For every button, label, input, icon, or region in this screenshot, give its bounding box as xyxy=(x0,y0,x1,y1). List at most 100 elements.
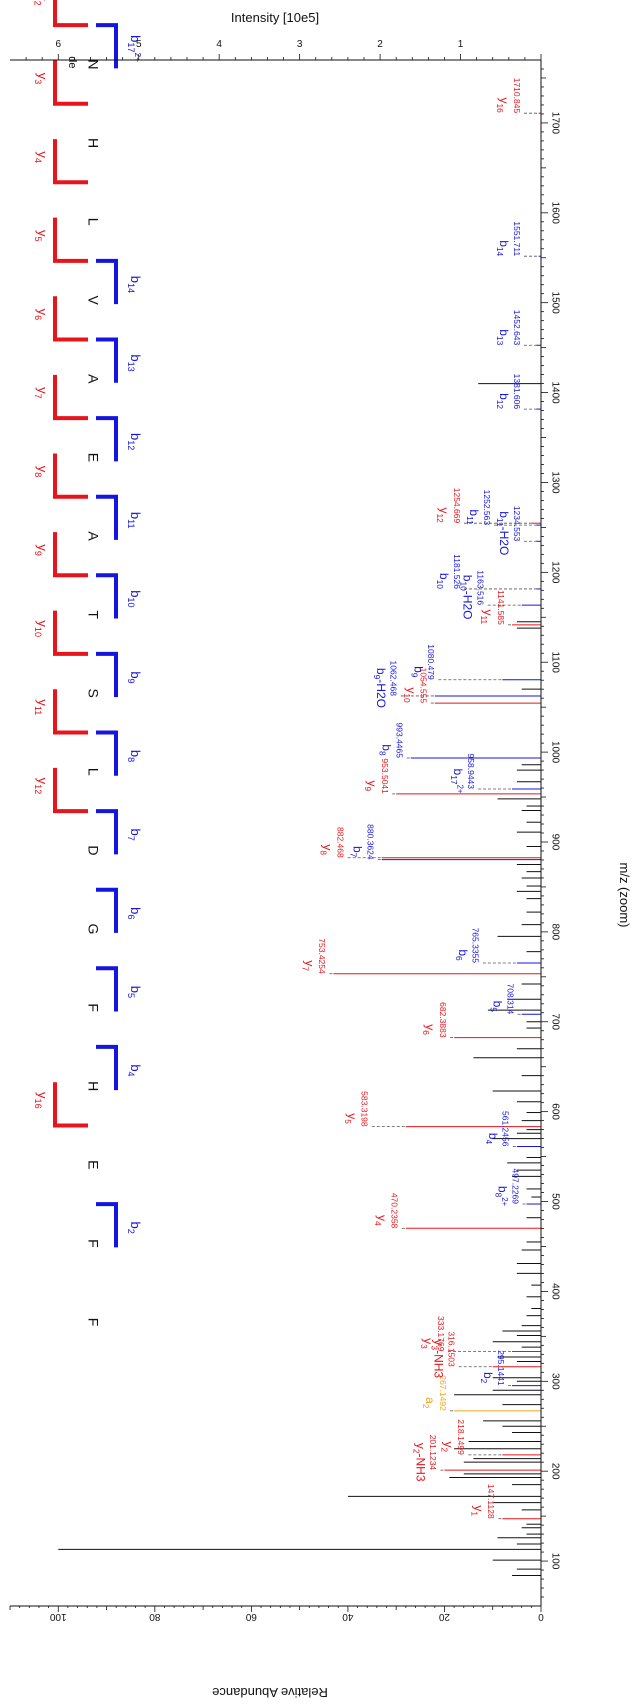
b-ion-bracket xyxy=(96,1202,118,1248)
b-ion-bracket xyxy=(96,416,118,462)
annotation-ion-label: y2 xyxy=(439,1442,455,1453)
annotation-ion-label: b7 xyxy=(349,846,365,858)
annotation-mz-value: 1080.479 xyxy=(426,644,436,680)
y-ion-bracket xyxy=(53,0,88,28)
abundance-tick-label: 80 xyxy=(149,1611,161,1622)
annotation-ion-label: b9 xyxy=(409,666,425,678)
annotation-ion-label: b14 xyxy=(495,240,511,256)
annotation-mz-value: 1062.468 xyxy=(389,661,399,697)
y-ion-bracket xyxy=(53,689,88,735)
b-ion-bracket-label: b5 xyxy=(126,986,143,998)
sequence-residue: F xyxy=(85,1318,101,1327)
annotation-mz-value: 953.5041 xyxy=(380,758,390,794)
y-ion-bracket xyxy=(53,532,88,578)
b-ion-bracket-label: b14 xyxy=(126,276,143,293)
annotation-ion-label: b10-H2O xyxy=(459,575,475,620)
y-ion-bracket xyxy=(53,217,88,263)
b-ion-bracket-label: b2 xyxy=(126,1222,143,1234)
sequence-residue: V xyxy=(85,296,101,306)
annotation-mz-value: 470.2358 xyxy=(390,1193,400,1229)
annotation-ion-label: y16 xyxy=(495,98,511,114)
y-ion-bracket-label: y2 xyxy=(33,0,50,6)
annotation-ion-label: y11 xyxy=(479,609,495,624)
sequence-modification: de xyxy=(66,56,78,68)
b-ion-bracket-label: b7 xyxy=(126,829,143,841)
mz-tick-label: 1100 xyxy=(549,651,560,673)
annotation-mz-value: 882.468 xyxy=(335,827,345,858)
annotation-mz-value: 1163.516 xyxy=(475,570,485,605)
annotation-mz-value: 1381.606 xyxy=(512,374,522,410)
annotation-mz-value: 753.4254 xyxy=(317,938,327,974)
annotation-mz-value: 561.2456 xyxy=(501,1111,511,1147)
annotation-mz-value: 201.1234 xyxy=(428,1435,438,1471)
annotation-mz-value: 267.1492 xyxy=(438,1375,448,1411)
mz-tick-label: 1500 xyxy=(549,292,560,315)
annotation-ion-label: y7 xyxy=(300,960,316,971)
y-ion-bracket xyxy=(53,610,88,656)
intensity-tick-label: 5 xyxy=(136,39,142,50)
annotation-ion-label: b172+ xyxy=(449,769,465,794)
annotation-ion-label: y12 xyxy=(435,508,451,524)
mz-tick-label: 600 xyxy=(549,1103,560,1120)
annotation-mz-value: 993.4465 xyxy=(394,723,404,759)
annotation-ion-label: y9 xyxy=(363,781,379,792)
intensity-tick-label: 2 xyxy=(377,39,383,50)
mz-tick-label: 1200 xyxy=(549,561,560,584)
annotation-ion-label: y3-NH3 xyxy=(430,1339,446,1378)
annotation-mz-value: 1254.669 xyxy=(452,488,462,524)
annotation-mz-value: 147.1128 xyxy=(486,1484,496,1519)
axes: Intensity [10e5] m/z (zoom) Relative Abu… xyxy=(9,10,632,1700)
annotation-mz-value: 682.3883 xyxy=(438,1002,448,1038)
y-ion-bracket-label: y9 xyxy=(33,544,50,556)
mz-tick-label: 200 xyxy=(549,1463,560,1480)
annotation-ion-label: y5 xyxy=(343,1113,359,1124)
sequence-residue: G xyxy=(85,924,101,935)
annotation-ion-label: b11-H2O xyxy=(495,511,511,555)
mz-tick-label: 700 xyxy=(549,1013,560,1030)
intensity-tick-label: 3 xyxy=(297,39,303,50)
y-axis-title: Relative Abundance xyxy=(212,1685,328,1700)
b-ion-bracket xyxy=(96,651,118,698)
y-ion-bracket xyxy=(53,767,88,814)
y-ion-bracket-label: y8 xyxy=(33,466,50,478)
y-ion-bracket-label: y16 xyxy=(33,1092,50,1109)
annotation-ion-label: b8 xyxy=(378,744,394,756)
sequence-residue: H xyxy=(85,138,101,148)
annotation-mz-value: 1710.845 xyxy=(512,78,522,114)
mz-tick-label: 1700 xyxy=(549,112,560,135)
sequence-residue: F xyxy=(85,1239,101,1248)
abundance-tick-label: 0 xyxy=(538,1611,544,1622)
mz-tick-label: 400 xyxy=(549,1283,560,1300)
mz-tick-label: 800 xyxy=(549,924,560,941)
annotation-mz-value: 1252.563 xyxy=(482,490,492,526)
annotation-mz-value: 880.3624 xyxy=(365,824,375,860)
b-ion-bracket-label: b12 xyxy=(126,433,143,450)
b-ion-bracket xyxy=(96,258,118,305)
y-ion-bracket-label: y4 xyxy=(33,151,50,163)
annotation-mz-value: 958.9443 xyxy=(466,754,476,790)
b-ion-bracket xyxy=(96,1044,118,1091)
sequence-residue: S xyxy=(85,689,101,698)
y-ion-bracket-label: y12 xyxy=(33,778,50,795)
top-axis-title: Intensity [10e5] xyxy=(231,10,319,25)
intensity-tick-label: 1 xyxy=(458,39,464,50)
mz-tick-label: 1400 xyxy=(549,381,560,404)
annotation-mz-value: 1551.711 xyxy=(512,221,522,256)
b-ion-bracket-label: b13 xyxy=(126,354,143,371)
mz-tick-label: 300 xyxy=(549,1373,560,1390)
annotation-ion-label: y2-NH3 xyxy=(411,1443,427,1482)
annotation-mz-value: 1234.553 xyxy=(512,506,522,542)
annotation-ion-label: b4 xyxy=(484,1133,500,1145)
b-ion-bracket-label: b10 xyxy=(126,590,143,607)
sequence-residue: N xyxy=(85,59,101,69)
annotation-mz-value: 295.1441 xyxy=(496,1350,506,1386)
y-ion-bracket xyxy=(53,296,88,342)
annotation-ion-label: b11 xyxy=(465,509,481,525)
annotation-ion-label: b82+ xyxy=(494,1186,510,1207)
b-ion-bracket-label: b4 xyxy=(126,1064,143,1076)
abundance-tick-label: 40 xyxy=(342,1611,354,1622)
b-ion-bracket xyxy=(96,809,118,855)
annotation-mz-value: 1141.585 xyxy=(496,590,506,625)
sequence-panel: FFEHFGDLSTAEAVLHNAKdey16y12y11y10y9y8y7y… xyxy=(33,0,143,1326)
